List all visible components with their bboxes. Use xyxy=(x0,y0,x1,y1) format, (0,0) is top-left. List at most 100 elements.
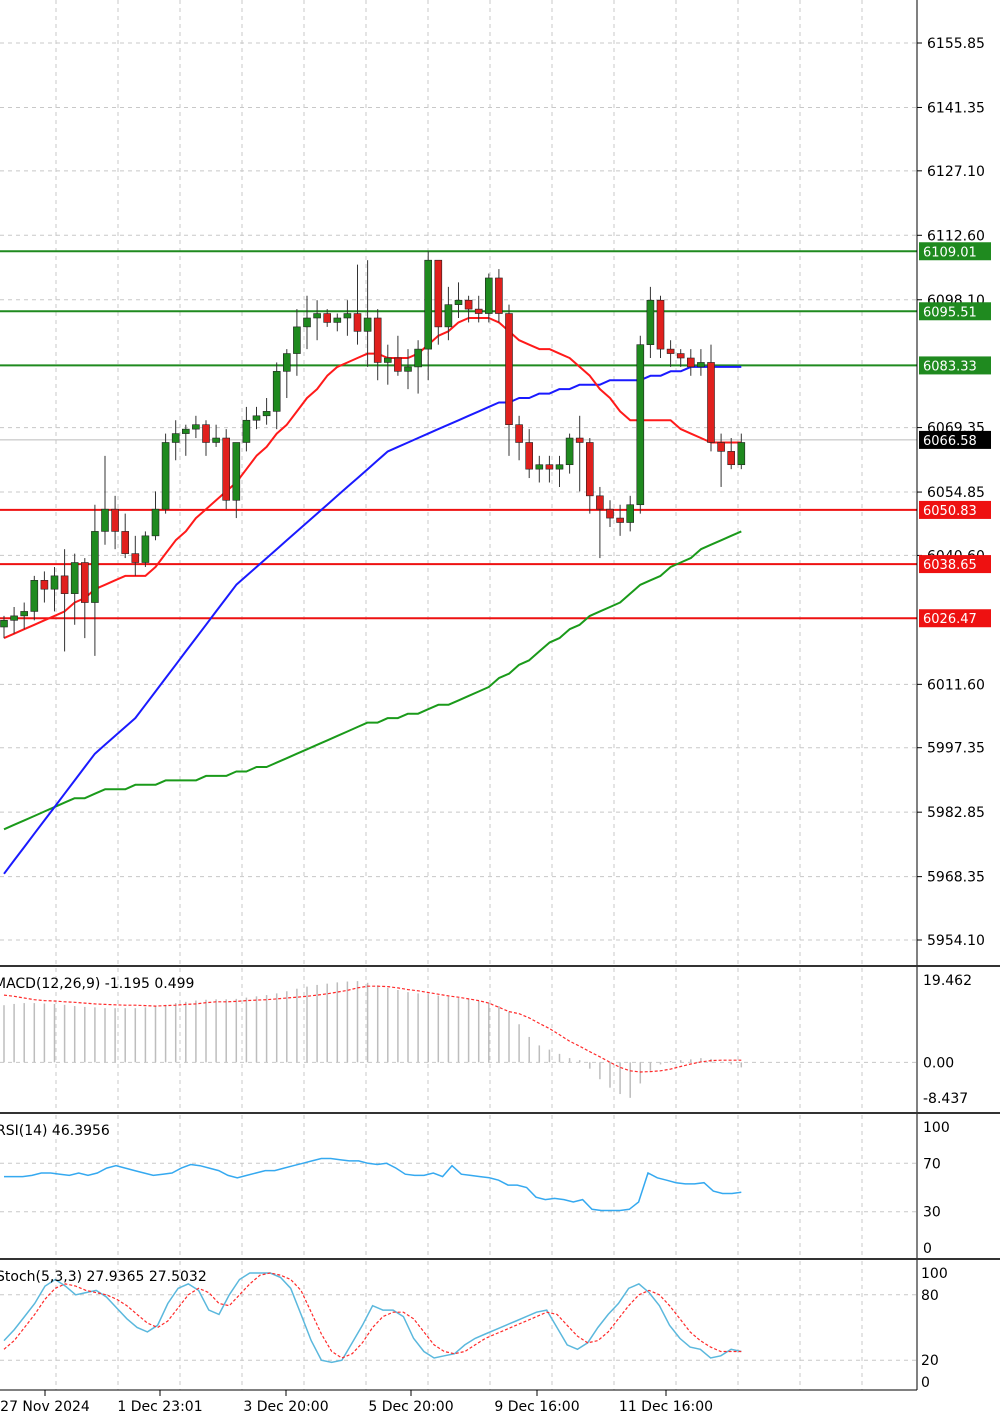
stoch-tick-label: 0 xyxy=(921,1375,930,1391)
time-tick-label: 5 Dec 20:00 xyxy=(368,1399,453,1415)
stoch-tick-label: 20 xyxy=(921,1353,939,1369)
candle-body xyxy=(585,442,594,497)
candle-body xyxy=(91,531,99,603)
support-label: 6038.65 xyxy=(923,558,977,573)
macd-signal-line xyxy=(3,985,742,1073)
candle-body xyxy=(525,442,534,470)
ma-fast-line xyxy=(3,317,742,640)
candle-body xyxy=(414,348,422,368)
candle-body xyxy=(505,313,513,425)
rsi-tick-label: 100 xyxy=(923,1120,950,1136)
candle-body xyxy=(252,415,261,421)
candle-body xyxy=(50,575,59,590)
rsi-tick-label: 70 xyxy=(923,1156,941,1172)
resistance-label: 6095.51 xyxy=(923,305,977,320)
candle-body xyxy=(646,299,655,345)
macd-panel: MACD(12,26,9) -1.195 0.499 xyxy=(0,976,917,1098)
candle-body xyxy=(70,562,79,594)
rsi-tick-label: 30 xyxy=(923,1205,941,1221)
candle-body xyxy=(333,317,342,323)
candle-body xyxy=(444,304,453,328)
resistance-label-bg xyxy=(919,242,991,261)
candle-body xyxy=(363,317,372,332)
price-tick-label: 5982.85 xyxy=(927,805,985,821)
candle-body xyxy=(474,308,483,314)
candle-body xyxy=(161,442,170,510)
stoch-tick-label: 80 xyxy=(921,1288,939,1304)
price-tick-label: 6155.85 xyxy=(927,36,985,52)
price-tick-label: 6112.60 xyxy=(927,228,985,244)
macd-tick-label: 19.462 xyxy=(923,973,972,989)
candle-body xyxy=(30,580,39,612)
candle-body xyxy=(313,313,321,319)
candle-body xyxy=(232,442,241,501)
candle-body xyxy=(81,562,89,603)
candle-body xyxy=(151,508,160,537)
candle-body xyxy=(394,357,402,372)
candle-body xyxy=(404,366,412,372)
time-tick-label: 27 Nov 2024 xyxy=(0,1399,90,1415)
time-tick-label: 3 Dec 20:00 xyxy=(243,1399,328,1415)
time-tick-label: 11 Dec 16:00 xyxy=(619,1399,713,1415)
stoch-signal-line xyxy=(3,1272,742,1359)
price-tick-label: 5954.10 xyxy=(927,933,985,949)
macd-tick-label: 0.00 xyxy=(923,1055,954,1071)
stoch-tick-label: 100 xyxy=(921,1266,948,1282)
candle-body xyxy=(596,495,604,510)
support-label: 6050.83 xyxy=(923,504,977,519)
candle-body xyxy=(464,299,473,310)
candle-body xyxy=(575,437,584,443)
price-tick-label: 5968.35 xyxy=(927,870,985,886)
candle-body xyxy=(495,277,503,314)
candle-body xyxy=(40,580,49,590)
candle-body xyxy=(141,535,150,563)
candle-body xyxy=(626,504,635,523)
support-label: 6026.47 xyxy=(923,612,977,627)
stoch-label: Stoch(5,3,3) 27.9365 27.5032 xyxy=(0,1269,207,1285)
candle-body xyxy=(434,259,443,328)
ma-slow-line xyxy=(3,530,742,831)
candle-body xyxy=(697,362,705,368)
candle-body xyxy=(616,517,624,523)
candle-body xyxy=(293,326,301,354)
candle-body xyxy=(10,615,18,621)
candle-body xyxy=(484,277,493,314)
candle-body xyxy=(555,464,564,470)
candle-body xyxy=(242,419,251,443)
resistance-label-bg xyxy=(919,356,991,375)
candle-body xyxy=(262,411,271,417)
support-label-bg xyxy=(919,555,991,574)
ma-mid-line xyxy=(3,365,742,875)
stoch-main-line xyxy=(3,1272,742,1364)
candle-body xyxy=(202,424,210,443)
candle-body xyxy=(373,317,382,363)
candle-body xyxy=(20,611,29,617)
candle-body xyxy=(121,531,129,554)
current-price-label: 6066.58 xyxy=(923,434,977,449)
candle-body xyxy=(666,348,675,354)
price-tick-label: 6141.35 xyxy=(927,100,985,116)
support-label-bg xyxy=(919,500,991,519)
macd-label: MACD(12,26,9) -1.195 0.499 xyxy=(0,976,194,992)
candle-body xyxy=(182,428,190,434)
candle-body xyxy=(565,437,574,466)
candle-body xyxy=(0,620,8,628)
candle-body xyxy=(545,464,554,470)
stoch-panel: Stoch(5,3,3) 27.9365 27.5032 xyxy=(0,1269,917,1364)
macd-tick-label: -8.437 xyxy=(923,1091,968,1107)
price-panel xyxy=(0,250,917,875)
candle-body xyxy=(727,451,736,466)
candle-body xyxy=(656,299,665,350)
candle-body xyxy=(383,357,392,363)
rsi-label: RSI(14) 46.3956 xyxy=(0,1123,110,1139)
rsi-line xyxy=(4,1157,742,1212)
candle-body xyxy=(606,508,614,519)
candle-body xyxy=(303,317,311,328)
price-tick-label: 6127.10 xyxy=(927,164,985,180)
candle-body xyxy=(60,575,69,594)
resistance-label: 6109.01 xyxy=(923,245,977,260)
candle-body xyxy=(636,344,645,506)
